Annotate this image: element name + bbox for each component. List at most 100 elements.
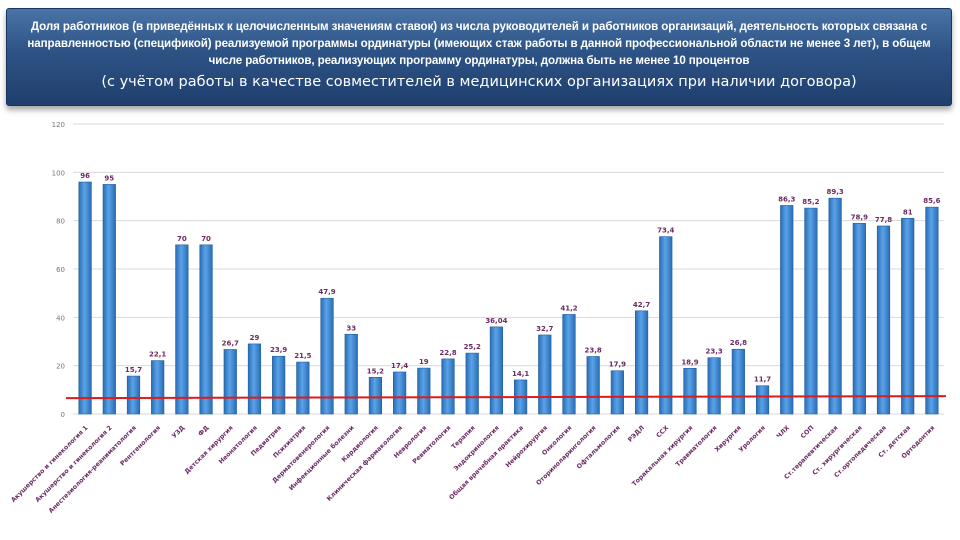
bar-value-label: 29 [250,334,260,342]
bar [659,236,673,415]
x-tick-label: ССХ [655,424,670,439]
bar [223,349,237,415]
bar-value-label: 47,9 [318,288,335,296]
bar [272,355,286,415]
x-tick-label: Эндокринология [453,424,501,472]
chart-subtitle: (с учётом работы в качестве совместителе… [101,74,857,90]
chart-title: Доля работников (в приведённых к целочис… [27,20,931,67]
threshold [65,395,947,400]
bar [804,207,818,415]
x-tick-label: ФД [197,424,211,438]
bar-value-label: 15,2 [367,367,384,375]
bar-value-label: 17,4 [391,362,408,370]
bar [755,385,770,415]
bar [465,352,479,415]
bar-value-label: 70 [201,235,211,243]
bar-value-label: 22,1 [149,351,166,359]
bar-value-label: 23,8 [585,346,602,354]
bar [393,371,407,415]
x-tick-label: ЧЛХ [775,424,791,440]
bar-value-label: 22,8 [439,349,456,357]
bar [828,197,842,415]
bar [151,360,165,415]
bar-value-label: 14,1 [512,370,529,378]
bar-value-label: 77,8 [875,216,892,224]
bar [320,297,334,415]
x-tick-label: Анестезиология-реаниматология [48,424,138,514]
bar-value-label: 23,3 [706,348,723,356]
bar [344,333,358,415]
bar [441,358,455,415]
bar [489,326,503,415]
bar-value-label: 73,4 [657,227,674,235]
bar [417,367,431,415]
bar-value-label: 26,8 [730,339,747,347]
y-axis: 0 20 40 60 80 100 120 [52,121,65,419]
bar-value-label: 85,2 [802,198,819,206]
bar-value-label: 32,7 [536,325,553,333]
bar-value-label: 21,5 [294,352,311,360]
bar-value-label: 15,7 [125,366,142,374]
bar [925,206,939,415]
bars [78,181,939,415]
bar [175,244,189,415]
bar-value-label: 19 [419,358,429,366]
bar [683,368,697,415]
bar-value-label: 25,2 [464,343,481,351]
y-tick-label: 0 [61,411,65,419]
bar-value-label: 17,9 [609,361,626,369]
bar-value-label: 96 [80,172,90,180]
bar [586,356,600,415]
x-tick-label: Офтальмология [575,424,622,471]
x-tick-label: СОП [800,424,816,440]
bar [707,357,721,415]
x-tick-label: Нейрохирургия [504,424,549,469]
bar [538,334,552,415]
x-tick-label: РЭДЛ [627,424,646,443]
bar-value-label: 85,6 [923,197,940,205]
bar-value-label: 41,2 [560,304,577,312]
bar [876,225,891,415]
bar-value-label: 36,04 [485,317,507,325]
bar-value-label: 81 [903,208,913,216]
gridlines [73,123,944,415]
x-tick-label: УЗД [171,424,187,440]
bar [78,181,92,415]
bar [368,376,383,415]
bar-value-label: 78,9 [851,213,868,221]
y-tick-label: 80 [56,218,65,226]
y-tick-label: 20 [56,363,65,371]
bar-value-label: 23,9 [270,346,287,354]
bar [247,343,262,415]
bar [199,244,213,415]
bar [901,217,915,415]
bar-value-label: 86,3 [778,195,795,203]
bar-value-label: 95 [104,174,114,182]
y-tick-label: 40 [56,314,65,322]
bar [852,223,866,415]
bar [780,205,794,415]
bar-value-label: 70 [177,235,187,243]
bar-value-label: 18,9 [681,358,698,366]
value-labels: 96 95 15,7 22,1 70 70 26,7 29 23,9 21,5 47,9 33 15,2… [80,172,940,384]
bar [296,361,310,415]
bar [102,184,116,415]
y-tick-label: 100 [52,169,65,177]
bar [731,348,745,415]
bar [610,370,624,415]
y-tick-label: 60 [56,266,65,274]
bar [562,314,576,415]
x-tick-label: Травматология [675,424,719,468]
threshold-line [65,395,947,400]
bar-value-label: 33 [346,324,356,332]
y-tick-label: 120 [52,121,65,129]
bar-value-label: 42,7 [633,301,650,309]
title-banner: Доля работников (в приведённых к целочис… [6,8,952,106]
bar-value-label: 89,3 [826,188,843,196]
bar-value-label: 26,7 [222,339,239,347]
bar-value-label: 11,7 [754,376,771,384]
bar [634,310,649,415]
bar [126,375,141,415]
